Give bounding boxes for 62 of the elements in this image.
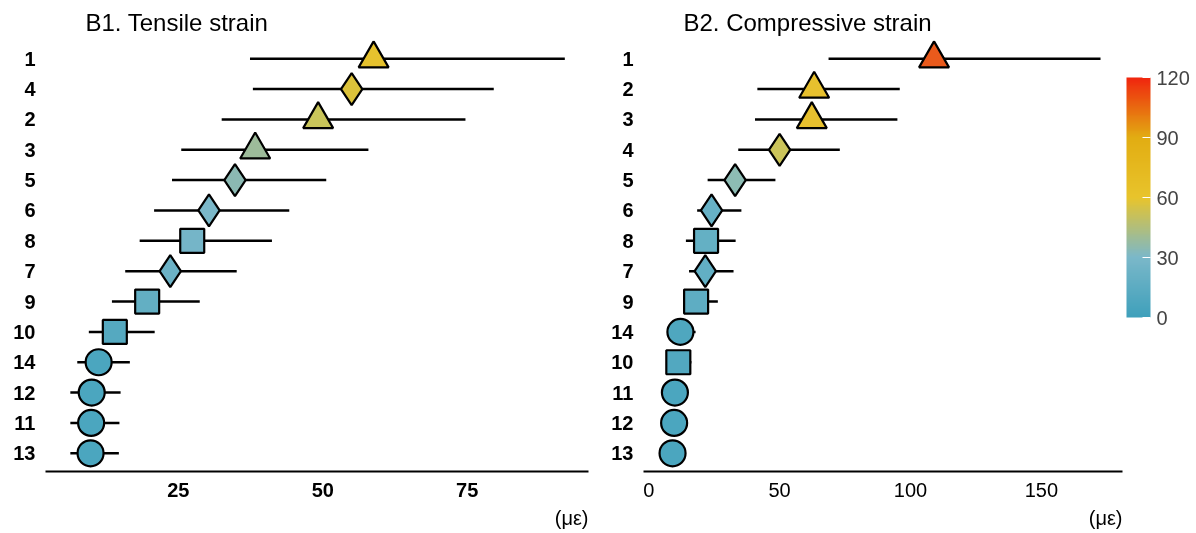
x-axis-title: (με) [554, 506, 589, 529]
point [179, 227, 206, 254]
point [699, 193, 724, 228]
color-bar-label: 30 [1156, 246, 1179, 269]
y-tick-label: 9 [622, 290, 634, 313]
x-tick-label: 75 [456, 478, 479, 501]
y-tick-label: 3 [24, 138, 36, 161]
y-tick-label: 4 [622, 138, 635, 161]
y-tick-label: 5 [24, 169, 36, 192]
point [660, 378, 690, 407]
y-tick-label: 13 [13, 442, 36, 465]
color-bar-label: 90 [1156, 126, 1179, 149]
point [76, 439, 105, 468]
point [77, 408, 106, 438]
point [666, 317, 695, 346]
x-tick-label: 25 [167, 478, 190, 501]
chart-title: B1. Tensile strain [85, 8, 268, 36]
y-tick-label: 3 [622, 108, 634, 131]
point [660, 408, 689, 438]
color-bar-label: 0 [1156, 306, 1168, 329]
y-tick-label: 8 [24, 229, 36, 252]
point [693, 254, 718, 289]
point [158, 254, 183, 289]
x-axis-title: (με) [1088, 506, 1123, 529]
point [134, 288, 161, 315]
y-tick-label: 1 [24, 47, 36, 70]
y-tick-label: 5 [622, 169, 634, 192]
y-tick-label: 2 [24, 108, 36, 131]
y-tick-label: 4 [24, 78, 37, 101]
y-tick-label: 10 [13, 320, 36, 343]
y-tick-label: 10 [611, 351, 634, 374]
y-tick-label: 12 [611, 411, 634, 434]
y-tick-label: 11 [14, 411, 36, 434]
x-tick-label: 50 [311, 478, 334, 501]
color-bar-label: 60 [1156, 186, 1179, 209]
point [77, 378, 106, 407]
point [665, 349, 692, 376]
color-bar-label: 120 [1156, 66, 1190, 89]
point [84, 348, 113, 377]
y-tick-label: 7 [622, 260, 634, 283]
y-tick-label: 13 [611, 442, 634, 465]
x-tick-label: 50 [768, 478, 791, 501]
y-tick-label: 2 [622, 78, 634, 101]
y-tick-label: 11 [612, 381, 634, 404]
x-tick-label: 150 [1024, 478, 1059, 501]
y-tick-label: 8 [622, 229, 634, 252]
y-tick-label: 12 [13, 381, 36, 404]
point [692, 227, 720, 254]
point [658, 439, 687, 468]
y-tick-label: 14 [13, 351, 37, 374]
y-tick-label: 6 [24, 199, 36, 222]
y-tick-label: 14 [611, 320, 635, 343]
point [101, 318, 128, 345]
x-tick-label: 100 [893, 478, 928, 501]
y-tick-label: 9 [24, 290, 36, 313]
y-tick-label: 6 [622, 199, 634, 222]
x-tick-label: 0 [643, 478, 655, 501]
y-tick-label: 1 [622, 47, 634, 70]
y-tick-label: 7 [24, 260, 36, 283]
chart-title: B2. Compressive strain [683, 8, 932, 36]
point [683, 288, 710, 315]
point [767, 132, 792, 167]
